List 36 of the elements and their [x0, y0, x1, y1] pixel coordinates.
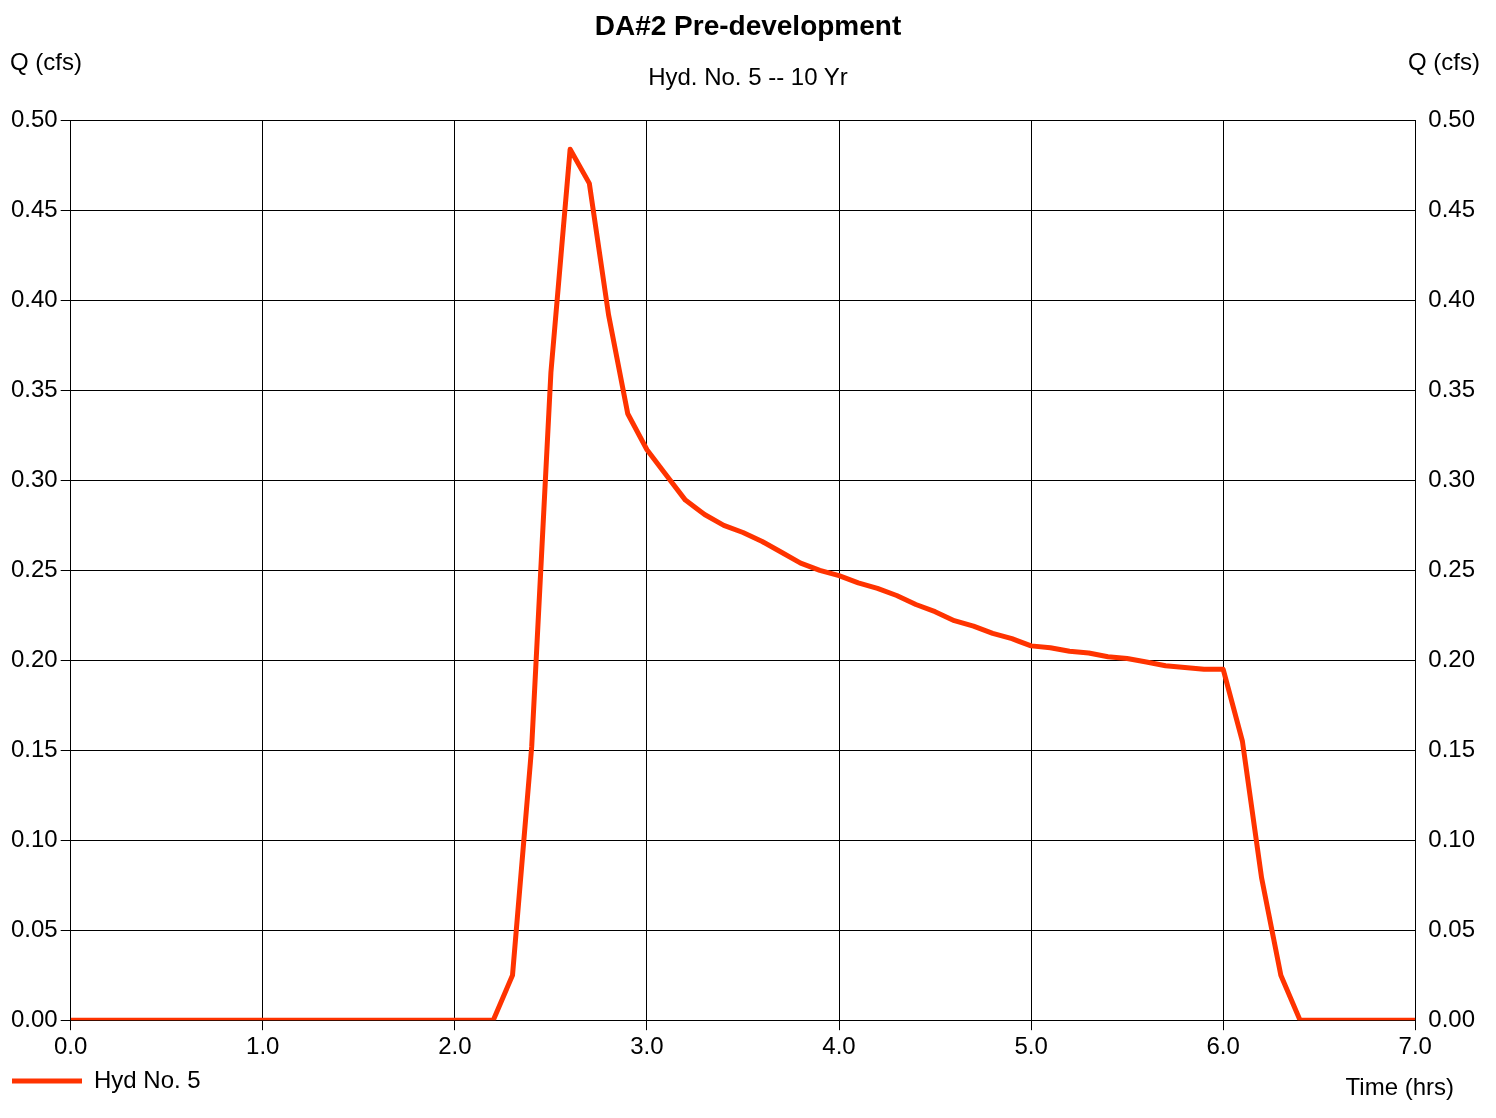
y-tick-label: 0.50 — [10, 105, 58, 133]
y-tick-label: 0.00 — [10, 1004, 58, 1032]
y2-tick-label: 0.15 — [1428, 734, 1476, 762]
y2-tick-label: 0.25 — [1428, 554, 1476, 582]
y-tick-label: 0.45 — [10, 195, 58, 223]
legend-label: Hyd No. 5 — [94, 1065, 201, 1093]
y-tick-label: 0.30 — [10, 464, 58, 492]
y-tick-label: 0.40 — [10, 284, 58, 312]
y2-tick-label: 0.35 — [1428, 374, 1476, 402]
y2-tick-label: 0.50 — [1428, 105, 1476, 133]
y2-axis-title: Q (cfs) — [1408, 48, 1480, 76]
y-tick-label: 0.25 — [10, 554, 58, 582]
y2-tick-label: 0.10 — [1428, 824, 1476, 852]
y2-tick-label: 0.40 — [1428, 284, 1476, 312]
chart-subtitle: Hyd. No. 5 -- 10 Yr — [648, 63, 848, 90]
y-tick-label: 0.15 — [10, 734, 58, 762]
x-tick-label: 0.0 — [54, 1032, 88, 1060]
y-tick-label: 0.10 — [10, 824, 58, 852]
y2-tick-label: 0.20 — [1428, 644, 1476, 672]
y2-tick-label: 0.05 — [1428, 914, 1476, 942]
y-tick-label: 0.35 — [10, 374, 58, 402]
chart-title: DA#2 Pre-development — [593, 10, 903, 42]
x-tick-label: 4.0 — [822, 1032, 856, 1060]
x-tick-label: 1.0 — [246, 1032, 280, 1060]
x-tick-label: 2.0 — [438, 1032, 472, 1060]
y2-tick-label: 0.45 — [1428, 195, 1476, 223]
y2-tick-label: 0.30 — [1428, 464, 1476, 492]
y-tick-label: 0.05 — [10, 914, 58, 942]
x-tick-label: 3.0 — [630, 1032, 664, 1060]
x-axis-title: Time (hrs) — [1345, 1073, 1454, 1101]
x-tick-label: 5.0 — [1014, 1032, 1048, 1060]
x-tick-label: 6.0 — [1206, 1032, 1240, 1060]
y-tick-label: 0.20 — [10, 644, 58, 672]
x-tick-label: 7.0 — [1398, 1032, 1432, 1060]
y-axis-title: Q (cfs) — [10, 48, 82, 76]
y2-tick-label: 0.00 — [1428, 1004, 1476, 1032]
